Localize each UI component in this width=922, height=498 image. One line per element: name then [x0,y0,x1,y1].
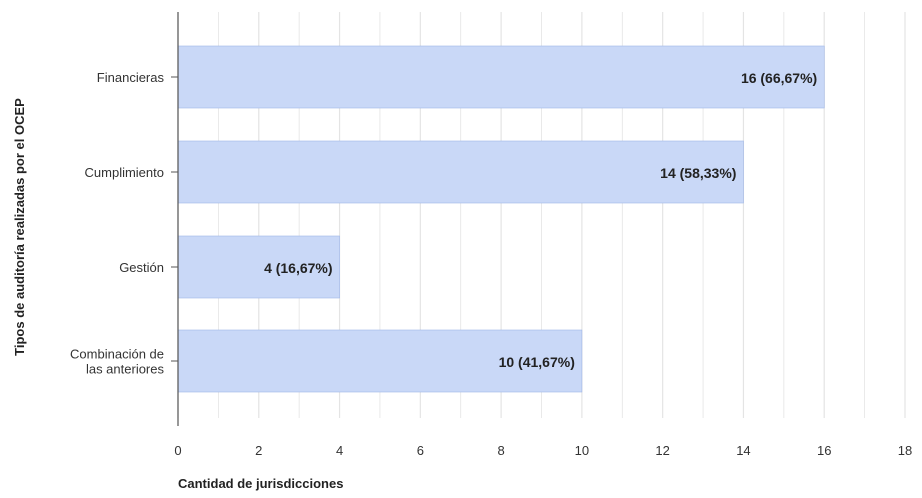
x-tick-label-12: 12 [655,443,669,458]
category-label-line: Gestión [119,260,164,275]
x-tick-label-10: 10 [575,443,589,458]
category-label-0: Financieras [97,70,165,85]
labels: 16 (66,67%) 14 (58,33%) 4 (16,67%) 10 (41,6… [70,70,912,458]
bar-0 [177,45,825,109]
axes [171,12,179,426]
x-tick-label-8: 8 [497,443,504,458]
bar-1 [177,140,744,204]
data-label-3: 10 (41,67%) [499,354,575,370]
category-label-1: Cumplimiento [85,165,164,180]
y-axis-title: Tipos de auditoría realizadas por el OCE… [12,98,27,356]
data-label-1: 14 (58,33%) [660,165,736,181]
bar-3 [177,329,583,393]
x-tick-label-2: 2 [255,443,262,458]
bars [177,45,825,393]
category-label-line: las anteriores [86,362,165,377]
category-label-2: Gestión [119,260,164,275]
x-tick-label-18: 18 [898,443,912,458]
data-label-0: 16 (66,67%) [741,70,817,86]
x-tick-label-14: 14 [736,443,750,458]
x-tick-label-6: 6 [417,443,424,458]
category-label-line: Financieras [97,70,165,85]
category-label-line: Combinación de [70,347,164,362]
x-tick-label-4: 4 [336,443,343,458]
x-axis-title: Cantidad de jurisdicciones [178,476,343,491]
category-label-3: Combinación de las anteriores [70,347,164,377]
data-label-2: 4 (16,67%) [264,260,332,276]
category-label-line: Cumplimiento [85,165,164,180]
x-tick-label-0: 0 [174,443,181,458]
bar-2 [177,235,340,299]
x-tick-label-16: 16 [817,443,831,458]
